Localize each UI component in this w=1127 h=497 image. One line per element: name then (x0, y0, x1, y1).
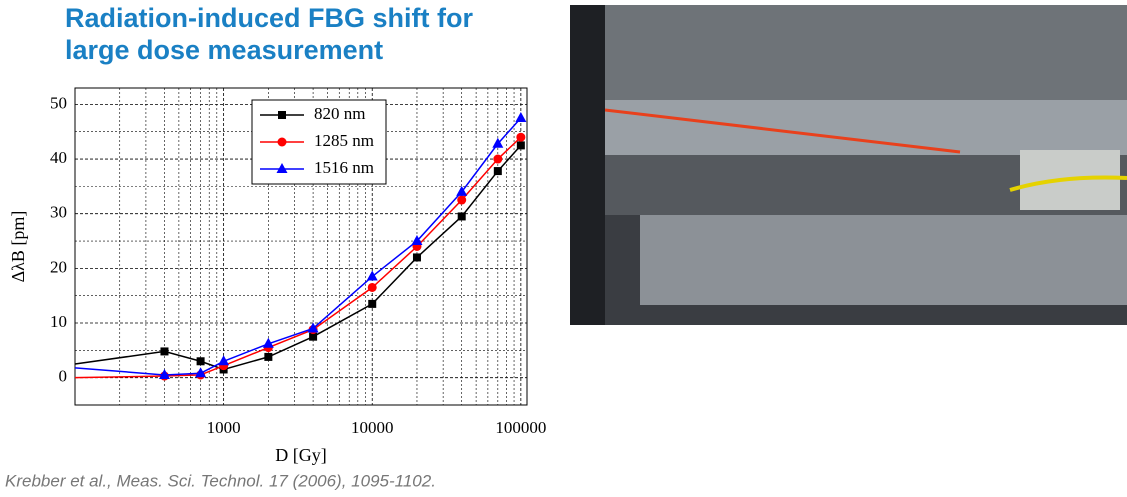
marker (197, 357, 205, 365)
y-tick-label: 30 (50, 203, 67, 222)
slide: Radiation-induced FBG shift for large do… (0, 0, 1127, 497)
x-axis-label: D [Gy] (275, 445, 327, 465)
x-tick-label: 100000 (495, 418, 546, 437)
marker (517, 141, 525, 149)
x-tick-label: 10000 (351, 418, 394, 437)
marker (457, 196, 466, 205)
legend-label: 820 nm (314, 104, 365, 123)
marker (493, 155, 502, 164)
marker (516, 133, 525, 142)
y-tick-label: 40 (50, 148, 67, 167)
title-line: Radiation-induced FBG shift for (65, 3, 473, 33)
y-tick-label: 20 (50, 257, 67, 276)
title-line: large dose measurement (65, 35, 383, 65)
marker (515, 112, 526, 122)
marker (494, 167, 502, 175)
chart: 0 10 20 30 40 50 1000 10000 100000 D [Gy] ΔλB [pm]… (8, 88, 546, 465)
marker (413, 253, 421, 261)
marker (368, 283, 377, 292)
legend-label: 1285 nm (314, 131, 374, 150)
y-tick-label: 10 (50, 312, 67, 331)
x-tick-label: 1000 (207, 418, 241, 437)
y-axis-label: ΔλB [pm] (8, 211, 28, 283)
marker (368, 300, 376, 308)
photo (570, 5, 1127, 325)
marker (264, 353, 272, 361)
y-tick-label: 50 (50, 93, 67, 112)
citation: Krebber et al., Meas. Sci. Technol. 17 (… (5, 471, 436, 490)
legend-marker (278, 138, 287, 147)
legend-label: 1516 nm (314, 158, 374, 177)
marker (458, 212, 466, 220)
y-tick-label: 0 (59, 367, 68, 386)
marker (160, 347, 168, 355)
marker (195, 367, 206, 377)
legend-marker (278, 111, 286, 119)
marker (367, 271, 378, 281)
